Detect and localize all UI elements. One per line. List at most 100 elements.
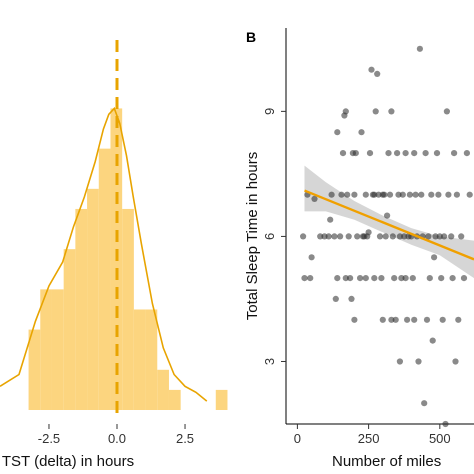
scatter-panel: B 0 250 500 3 6 9 Number of miles Total Slee… [244, 28, 474, 470]
scatter-point [379, 191, 386, 198]
scatter-point [411, 150, 418, 157]
histogram-bars [28, 108, 228, 410]
scatter-point [418, 191, 425, 198]
scatter-point [391, 275, 398, 282]
scatter-point [448, 233, 455, 240]
scatter-point [415, 358, 422, 365]
scatter-point [439, 316, 446, 323]
histogram-x-axis-title: TST (delta) in hours [2, 453, 134, 470]
scatter-point [431, 254, 438, 261]
scatter-point [300, 233, 307, 240]
regression-line [304, 189, 474, 261]
scatter-point [435, 191, 442, 198]
x-tick-label: 0.0 [108, 431, 126, 446]
scatter-point [409, 275, 416, 282]
scatter-point [432, 233, 439, 240]
scatter-point [365, 229, 372, 236]
x-tick-label: 2.5 [176, 431, 194, 446]
x-tick-label: 250 [358, 431, 380, 446]
scatter-point [406, 191, 413, 198]
scatter-x-axis-title: Number of miles [332, 453, 441, 470]
scatter-point [412, 191, 419, 198]
scatter-point [374, 70, 381, 77]
scatter-point [382, 233, 389, 240]
scatter-point [338, 191, 345, 198]
scatter-point [392, 316, 399, 323]
histogram-panel: -2.5 0.0 2.5 TST (delta) in hours [0, 40, 228, 470]
scatter-point [436, 233, 443, 240]
histogram-bar [98, 148, 111, 410]
histogram-bar [51, 289, 64, 410]
scatter-point [366, 150, 374, 157]
scatter-point [395, 191, 402, 198]
scatter-point [362, 191, 369, 198]
scatter-y-axis-title: Total Sleep Time in hours [244, 152, 261, 320]
scatter-point [416, 45, 423, 52]
scatter-point [422, 150, 429, 157]
scatter-point [344, 191, 351, 198]
histogram-x-ticks: -2.5 0.0 2.5 [38, 424, 194, 446]
scatter-y-ticks: 3 6 9 [262, 108, 286, 365]
histogram-bar [145, 309, 158, 410]
scatter-x-ticks: 0 250 500 [294, 424, 451, 446]
scatter-point [372, 108, 379, 115]
scatter-point [358, 129, 365, 136]
y-tick-label: 3 [262, 358, 277, 365]
scatter-point [385, 150, 392, 157]
scatter-point [460, 275, 468, 282]
scatter-point [421, 400, 428, 407]
scatter-point [337, 233, 344, 240]
scatter-point [404, 316, 411, 323]
scatter-point [438, 275, 445, 282]
scatter-point [458, 233, 465, 240]
scatter-point [433, 150, 441, 157]
scatter-point [379, 316, 386, 323]
scatter-point [334, 129, 341, 136]
scatter-point [399, 191, 406, 198]
scatter-point [352, 150, 359, 157]
scatter-point [428, 191, 435, 198]
scatter-point [453, 191, 460, 198]
scatter-point [394, 150, 401, 157]
scatter-point [334, 275, 341, 282]
scatter-point [371, 191, 378, 198]
scatter-point [339, 150, 347, 157]
scatter-point [342, 108, 349, 115]
scatter-point [384, 212, 391, 219]
scatter-point [388, 108, 395, 115]
histogram-bar [75, 208, 88, 410]
scatter-point [351, 316, 358, 323]
scatter-point [308, 254, 315, 261]
histogram-bar [133, 309, 146, 410]
scatter-point [354, 233, 361, 240]
scatter-point [347, 275, 354, 282]
scatter-point [452, 358, 459, 365]
histogram-bar [28, 329, 41, 410]
scatter-point [423, 316, 431, 323]
scatter-point [386, 191, 394, 198]
confidence-band [304, 165, 474, 279]
scatter-point [332, 295, 339, 302]
scatter-points [300, 45, 473, 428]
scatter-point [449, 275, 456, 282]
scatter-point [371, 275, 378, 282]
scatter-point [362, 275, 369, 282]
x-tick-label: 500 [429, 431, 451, 446]
scatter-point [443, 108, 450, 115]
histogram-bar [87, 188, 99, 410]
scatter-point [401, 233, 408, 240]
scatter-point [311, 195, 318, 202]
scatter-point [328, 191, 335, 198]
histogram-bar [157, 369, 169, 410]
scatter-point [402, 275, 409, 282]
scatter-point [445, 191, 452, 198]
scatter-point [441, 233, 448, 240]
scatter-point [327, 216, 334, 223]
scatter-point [389, 233, 396, 240]
scatter-point [402, 150, 409, 157]
scatter-point [442, 420, 449, 428]
histogram-bar [122, 208, 134, 410]
scatter-point [429, 337, 436, 344]
scatter-point [342, 275, 349, 282]
